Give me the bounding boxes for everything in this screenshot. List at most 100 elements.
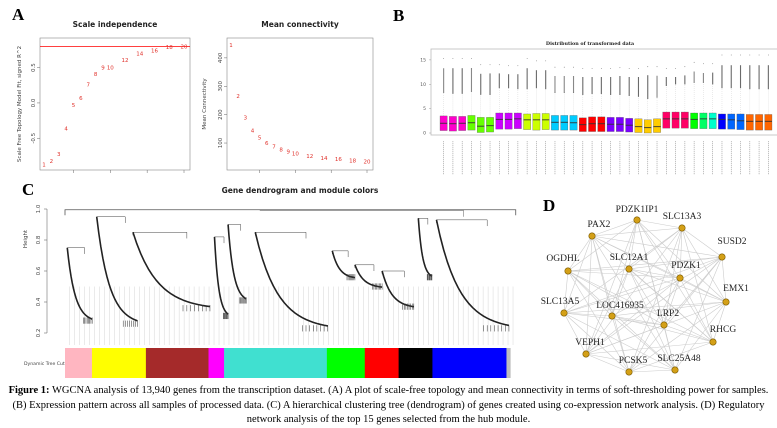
module-color-red	[364, 348, 400, 378]
network-edge	[611, 315, 630, 373]
network-edge	[681, 227, 727, 303]
outlier-point	[703, 63, 704, 65]
box	[486, 117, 494, 133]
branch	[67, 247, 85, 254]
box-plot	[708, 63, 717, 175]
y-axis-label: Mean Connectivity	[202, 78, 208, 130]
box	[514, 112, 522, 129]
node-circle	[564, 267, 572, 275]
network-edge	[681, 227, 714, 343]
y-tick-label: -0.5	[31, 132, 37, 143]
node-label: PDZK1IP1	[616, 205, 659, 215]
outlier-point	[498, 64, 500, 66]
network-edge	[563, 227, 683, 314]
network-edge	[585, 341, 714, 355]
box-plot	[579, 68, 587, 175]
network-edge	[567, 270, 630, 373]
network-edge	[712, 301, 727, 343]
plot-frame	[430, 48, 777, 136]
data-point-label: 14	[321, 156, 328, 162]
data-point-label: 12	[122, 58, 129, 64]
network-edge	[585, 227, 683, 355]
node-circle	[633, 216, 641, 224]
y-tick-label: 100	[218, 137, 224, 148]
branch	[436, 219, 488, 227]
network-edge	[611, 315, 676, 371]
network-edge	[567, 270, 613, 317]
box-plot	[467, 58, 476, 175]
box-plot	[569, 66, 578, 175]
network-edge	[585, 235, 593, 355]
network-edge	[563, 301, 727, 314]
network-edge	[628, 341, 714, 373]
dendrogram-cluster	[213, 236, 229, 320]
outlier-point	[619, 67, 621, 69]
data-point-label: 3	[244, 115, 248, 121]
box-plot	[764, 54, 773, 175]
dendrogram-cluster	[381, 270, 415, 310]
node-circle	[660, 321, 668, 329]
outlier-point	[628, 68, 630, 70]
network-node: PDZK1IP1	[616, 205, 659, 224]
node-label: SUSD2	[717, 237, 746, 247]
box-plot	[755, 54, 763, 175]
data-point-label: 12	[306, 154, 313, 160]
node-circle	[671, 366, 679, 374]
data-point-label: 5	[72, 103, 76, 109]
dendrogram-cluster	[354, 264, 383, 290]
data-point-label: 5	[258, 135, 262, 141]
network-edge	[663, 324, 676, 371]
outlier-point	[591, 68, 593, 70]
node-label: SLC13A3	[663, 212, 702, 222]
network-edge	[567, 270, 714, 343]
box	[736, 113, 745, 130]
box-plot	[532, 60, 541, 175]
network-edge	[663, 324, 714, 343]
box-plot	[495, 64, 504, 175]
box	[504, 112, 513, 130]
network-edge	[591, 235, 630, 373]
box	[662, 111, 671, 129]
branch	[214, 236, 225, 244]
y-tick-label: 0.6	[36, 266, 42, 275]
network-edge	[628, 256, 723, 270]
network-edge	[591, 235, 727, 303]
data-point-label: 4	[251, 128, 255, 134]
gene-dendrogram-chart: Gene dendrogram and module colors Height…	[23, 186, 517, 378]
box	[532, 113, 541, 131]
caption-label: Figure 1:	[8, 385, 50, 396]
scale-independence-chart: Scale independence Scale Free Topology M…	[17, 20, 191, 173]
module-color-pink	[65, 348, 93, 378]
network-edge	[567, 235, 593, 272]
box	[653, 118, 661, 133]
network-edge	[636, 219, 681, 279]
data-point-label: 7	[86, 83, 90, 89]
data-point-label: 1	[42, 162, 46, 168]
box-plot	[746, 54, 754, 175]
box-plot	[458, 58, 466, 175]
branch-curve	[354, 264, 383, 288]
dendrogram-cluster	[254, 232, 328, 332]
box	[690, 112, 698, 129]
box-plot	[449, 58, 457, 175]
box	[495, 112, 504, 130]
box-plot	[699, 63, 708, 175]
module-color-magenta	[208, 348, 225, 378]
dendrogram-cluster	[66, 247, 93, 324]
network-edge	[585, 353, 676, 371]
dendrogram-cluster	[132, 231, 211, 312]
branch-curve	[132, 231, 211, 308]
dendrogram-cluster	[227, 224, 247, 304]
data-point-label: 4	[64, 126, 68, 132]
root-merge	[64, 209, 517, 216]
branch-curve	[331, 250, 356, 279]
data-point-label: 2	[236, 94, 240, 100]
branch-curve	[254, 232, 328, 327]
branch-curve	[213, 236, 229, 315]
branch	[227, 224, 242, 231]
network-edge	[611, 315, 714, 343]
network-edge	[663, 277, 681, 326]
network-edge	[628, 301, 727, 373]
node-circle	[718, 253, 726, 261]
dendrogram-cluster	[435, 219, 510, 332]
